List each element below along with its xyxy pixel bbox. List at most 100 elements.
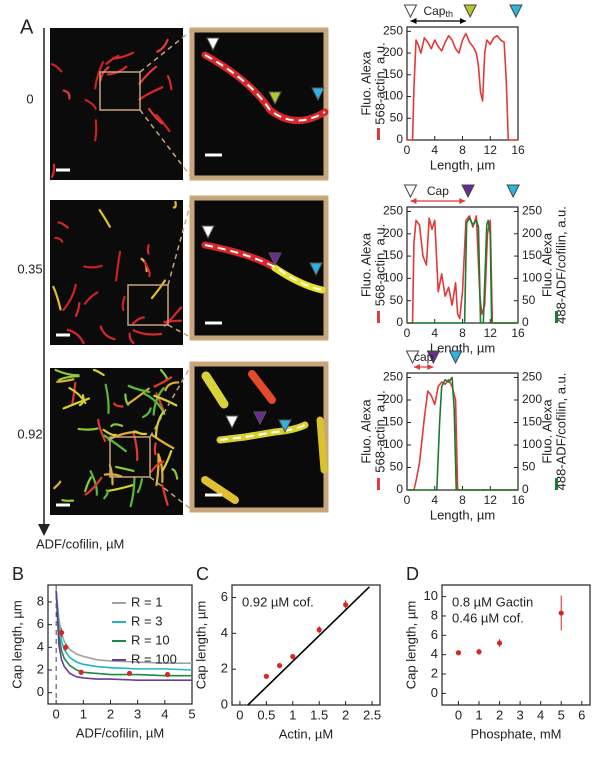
filament [129,476,136,508]
filament [161,483,169,506]
y2-tick-label: 150 [522,248,542,262]
data-point [476,649,482,655]
filament [83,291,99,305]
filament [141,407,152,419]
filament [164,381,180,392]
y-tick-label: 6 [431,627,438,642]
x-tick-label: 6 [578,707,585,722]
zoom-guides [99,29,193,511]
filament [161,449,173,472]
y-tick-label: 6 [37,616,44,631]
x-tick-label: 0 [53,706,60,721]
filament [150,460,165,473]
x-tick-label: 2 [342,707,349,722]
y-tick-label: 4 [221,625,228,640]
x-tick-label: 5 [188,706,195,721]
plot-frame [231,584,381,706]
y-axis-label: 568-actin, a.u. [372,390,387,472]
x-tick-label: 0.5 [257,707,275,722]
filament [84,476,93,493]
filament [138,65,158,85]
x-tick-label: 5 [558,707,565,722]
filament [121,295,126,312]
x-tick-label: 0 [455,707,462,722]
legend-label: R = 1 [131,594,162,609]
x-tick-label: 0 [404,326,411,340]
y-axis-label: Cap length, µm [403,601,418,689]
span-label: cap [414,350,434,364]
filament [66,328,85,345]
x-tick-label: 3 [134,706,141,721]
x-tick-label: 2.5 [363,707,381,722]
concentration-label: 0.92 [17,426,42,441]
data-point [164,671,171,678]
arrow-head [38,524,50,536]
filament [74,301,81,317]
filament [94,61,104,90]
x-axis-label: Phosphate, mM [470,726,561,741]
filament [132,431,139,462]
filament [138,86,164,101]
annotation: 0.92 µM cof. [242,594,314,609]
data-line [407,215,518,324]
position-marker [506,184,520,199]
filament [136,478,144,494]
plot-frame [441,584,591,706]
filament [99,66,110,82]
x-tick-label: 12 [484,143,498,157]
panel-label: A [20,16,34,38]
x-tick-label: 3 [516,707,523,722]
inset [189,195,329,341]
legend-label: R = 100 [131,651,177,666]
y-axis-label: Fluo. Alexa [358,232,373,297]
x-tick-label: 2 [107,706,114,721]
data-line [407,32,518,141]
filament [156,38,169,53]
filament [84,98,97,110]
filament [115,465,135,472]
y-tick-label: 8 [431,607,438,622]
y-tick-label: 100 [383,89,403,103]
arrowhead [225,415,239,430]
filament [316,416,328,474]
x-axis-label: Length, µm [430,340,495,355]
filament [126,387,150,406]
data-point [290,654,296,660]
zoom-line [167,197,193,286]
data-line [55,590,192,681]
filament [62,283,77,311]
filament [147,107,163,125]
data-point [558,610,564,616]
arrowhead [268,91,282,106]
data-line [407,217,518,324]
y-tick-label: 0 [221,696,228,711]
filament [154,410,165,439]
x-axis-label: Actin, µM [279,726,333,741]
filament [150,279,166,300]
data-point [316,627,322,633]
x-axis-label: Length, µm [430,157,495,172]
plot-frame [406,206,519,324]
position-marker [448,350,463,365]
filament [143,260,151,278]
y2-axis-key [555,311,558,323]
position-marker [509,4,523,19]
data-point [58,630,65,636]
data-point [276,662,283,669]
x-tick-label: 16 [511,143,525,157]
filament [133,430,147,436]
data-point [343,602,349,608]
span-arrow-head [459,198,466,204]
filament [53,480,62,490]
trace [204,244,323,291]
filament [97,418,107,443]
y2-axis-label: 488-ADF/cofilin, a.u. [553,373,568,491]
arrowhead [201,225,215,240]
y-tick-label: 2 [221,661,228,676]
arrowhead [253,411,267,426]
zoom-line [139,29,193,73]
y-tick-label: 50 [390,460,404,474]
position-marker [405,350,420,365]
data-point [455,650,462,656]
